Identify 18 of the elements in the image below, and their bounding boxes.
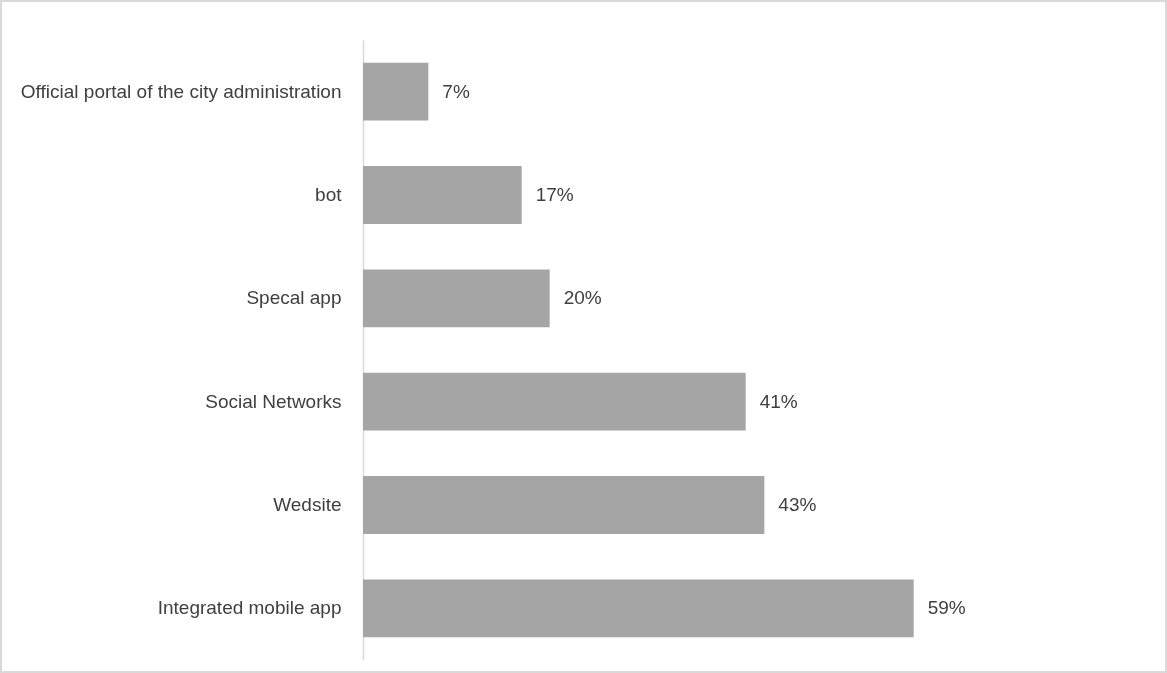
data-label: 17% bbox=[535, 184, 574, 205]
y-tick-label: Specal app bbox=[246, 287, 342, 309]
bar bbox=[363, 372, 746, 431]
y-tick-label: Social Networks bbox=[205, 390, 342, 412]
y-tick-label: bot bbox=[315, 184, 343, 205]
data-label: 41% bbox=[759, 390, 798, 412]
data-label: 7% bbox=[442, 80, 470, 102]
data-label: 20% bbox=[563, 287, 602, 309]
bar bbox=[363, 62, 429, 121]
bar bbox=[363, 476, 765, 534]
data-label: 59% bbox=[927, 597, 966, 619]
data-label: 43% bbox=[778, 494, 817, 515]
y-tick-label: Wedsite bbox=[273, 494, 342, 515]
bar bbox=[363, 579, 914, 638]
y-tick-label: Integrated mobile app bbox=[157, 597, 342, 619]
y-tick-label: Official portal of the city administration bbox=[20, 80, 342, 102]
bar bbox=[363, 269, 550, 328]
bar bbox=[363, 166, 522, 224]
